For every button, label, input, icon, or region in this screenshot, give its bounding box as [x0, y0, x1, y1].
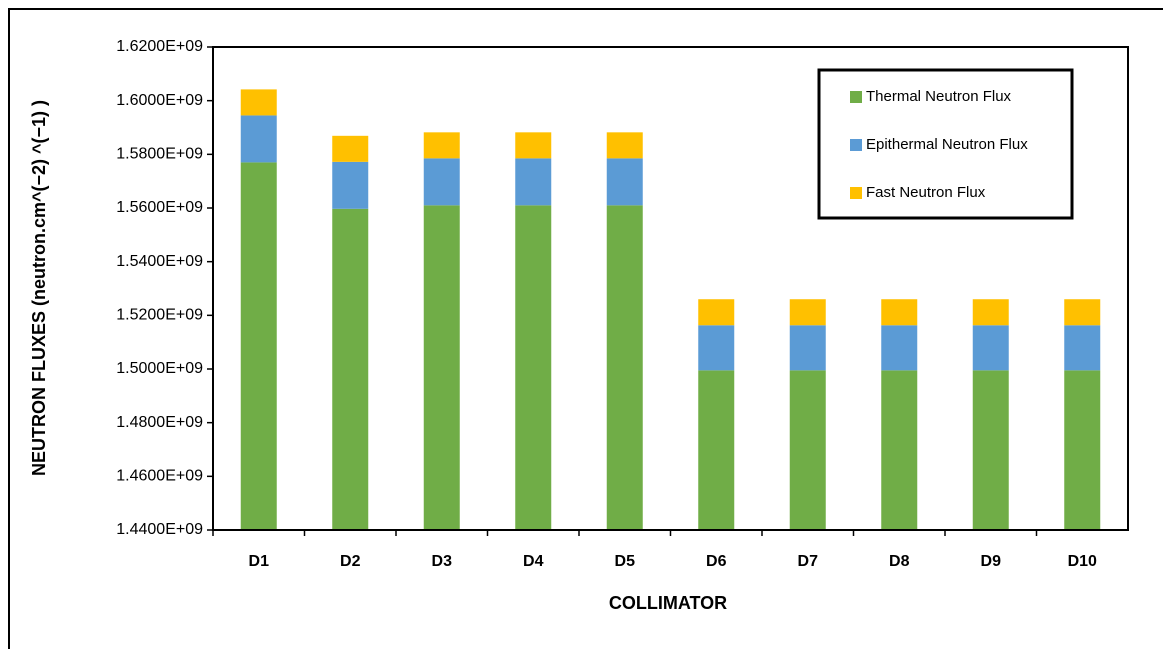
bar-segment [423, 158, 460, 206]
bar-segment [332, 135, 369, 162]
y-tick-label: 1.5600E+09 [116, 199, 203, 216]
y-tick-label: 1.4600E+09 [116, 468, 203, 485]
y-tick-label: 1.6000E+09 [116, 92, 203, 109]
bar-segment [972, 370, 1009, 530]
x-axis-title: COLLIMATOR [609, 593, 727, 613]
bar-segment [515, 132, 552, 159]
legend-label: Fast Neutron Flux [866, 184, 986, 201]
bar-segment [789, 370, 826, 530]
x-tick-label: D3 [432, 553, 453, 570]
bar-segment [789, 325, 826, 371]
bar-segment [698, 299, 735, 326]
x-tick-label: D8 [889, 553, 910, 570]
bar-segment [606, 158, 643, 206]
y-tick-label: 1.5200E+09 [116, 307, 203, 324]
bar-segment [515, 205, 552, 531]
legend-label: Thermal Neutron Flux [866, 88, 1012, 105]
y-tick-label: 1.5800E+09 [116, 146, 203, 163]
bar-segment [789, 299, 826, 326]
bar-segment [240, 162, 277, 530]
y-tick-label: 1.5400E+09 [116, 253, 203, 270]
bar-segment [972, 299, 1009, 326]
bar-segment [881, 370, 918, 530]
bar-segment [1064, 370, 1101, 530]
bar-segment [423, 132, 460, 159]
legend-swatch [850, 139, 862, 151]
bar-segment [698, 325, 735, 371]
legend-label: Epithermal Neutron Flux [866, 136, 1028, 153]
bar-segment [240, 115, 277, 163]
x-tick-label: D5 [615, 553, 636, 570]
bar-segment [606, 132, 643, 159]
bar-segment [972, 325, 1009, 371]
x-tick-label: D9 [981, 553, 1002, 570]
bar-segment [698, 370, 735, 530]
bar-segment [881, 325, 918, 371]
bar-segment [332, 208, 369, 530]
x-tick-label: D6 [706, 553, 727, 570]
y-tick-label: 1.4800E+09 [116, 414, 203, 431]
bar-segment [515, 158, 552, 206]
bar-segment [1064, 325, 1101, 371]
legend-swatch [850, 91, 862, 103]
x-tick-label: D7 [798, 553, 819, 570]
frame [8, 8, 1163, 649]
y-tick-label: 1.6200E+09 [116, 38, 203, 55]
legend-swatch [850, 187, 862, 199]
bar-segment [1064, 299, 1101, 326]
plot-border [212, 46, 1129, 531]
y-axis-title: NEUTRON FLUXES (neutron.cm^(−2) ^(−1) ) [29, 100, 49, 476]
y-tick-label: 1.5000E+09 [116, 360, 203, 377]
x-tick-label: D10 [1068, 553, 1097, 570]
bar-segment [423, 205, 460, 531]
bar-segment [240, 89, 277, 116]
x-tick-label: D2 [340, 553, 361, 570]
bar-segment [606, 205, 643, 531]
x-tick-label: D4 [523, 553, 544, 570]
x-tick-label: D1 [249, 553, 270, 570]
y-tick-label: 1.4400E+09 [116, 521, 203, 538]
bar-segment [332, 161, 369, 209]
bar-segment [881, 299, 918, 326]
